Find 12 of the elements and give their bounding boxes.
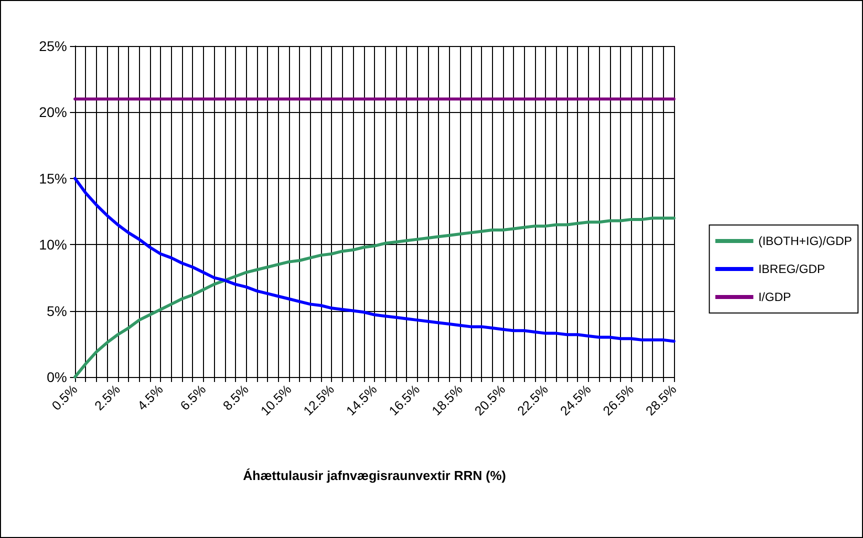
legend-label: IBREG/GDP bbox=[758, 262, 826, 276]
y-tick-label: 10% bbox=[38, 236, 67, 253]
legend-label: I/GDP bbox=[758, 290, 791, 304]
line-series bbox=[74, 176, 676, 343]
x-axis-title: Áhættulausir jafnvægisraunvextir RRN (%) bbox=[243, 468, 506, 483]
line-series bbox=[74, 216, 676, 378]
y-tick-label: 5% bbox=[46, 302, 67, 319]
y-tick-label: 15% bbox=[38, 170, 67, 186]
legend-label: (IBOTH+IG)/GDP bbox=[758, 234, 852, 248]
y-tick-label: 20% bbox=[38, 104, 67, 120]
y-tick-label: 25% bbox=[38, 38, 67, 54]
y-tick-label: 0% bbox=[46, 369, 67, 385]
